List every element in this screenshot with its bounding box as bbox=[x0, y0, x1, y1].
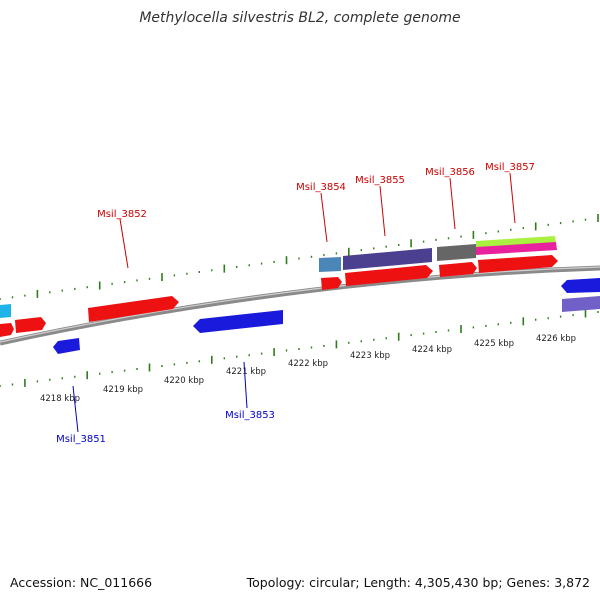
gene-feature-msil3853[interactable] bbox=[193, 310, 283, 333]
gene-label-msil3852[interactable]: Msil_3852 bbox=[97, 209, 147, 220]
gene-feature-msil3856[interactable] bbox=[437, 244, 476, 261]
gene-label-msil3855[interactable]: Msil_3855 bbox=[355, 175, 405, 186]
gene-label-msil3857[interactable]: Msil_3857 bbox=[485, 162, 535, 173]
ruler-label: 4219 kbp bbox=[103, 385, 143, 395]
gene-label-msil3851[interactable]: Msil_3851 bbox=[56, 434, 106, 445]
leader-msil3856 bbox=[449, 177, 456, 230]
gene-feature-red-a[interactable] bbox=[321, 277, 342, 290]
gene-feature-msil3851[interactable] bbox=[53, 338, 80, 354]
gene-label-msil3854[interactable]: Msil_3854 bbox=[296, 182, 346, 193]
leader-msil3851 bbox=[72, 385, 79, 433]
leader-msil3852 bbox=[119, 218, 129, 269]
ruler-label: 4222 kbp bbox=[288, 359, 328, 369]
gene-feature-red-d[interactable] bbox=[478, 255, 558, 273]
ruler-label: 4226 kbp bbox=[536, 334, 576, 344]
leader-msil3853 bbox=[243, 361, 248, 409]
gene-label-msil3856[interactable]: Msil_3856 bbox=[425, 167, 475, 178]
map-title: Methylocella silvestris BL2, complete ge… bbox=[139, 10, 461, 26]
gene-feature-left-red-1[interactable] bbox=[0, 323, 14, 337]
ruler-label: 4218 kbp bbox=[40, 394, 80, 404]
gene-feature-right-blue[interactable] bbox=[561, 278, 600, 293]
ruler-label: 4225 kbp bbox=[474, 339, 514, 349]
ruler-label: 4220 kbp bbox=[164, 376, 204, 386]
ruler-label: 4223 kbp bbox=[350, 351, 390, 361]
leader-msil3855 bbox=[379, 185, 386, 237]
gene-feature-red-c[interactable] bbox=[439, 262, 477, 277]
outer-tick-row bbox=[0, 214, 599, 300]
gene-feature-msil3857-green[interactable] bbox=[476, 236, 556, 248]
accession-text: Accession: NC_011666 bbox=[10, 575, 153, 590]
leader-msil3854 bbox=[320, 192, 328, 243]
leader-msil3857 bbox=[509, 172, 516, 224]
gene-feature-right-purple[interactable] bbox=[562, 296, 600, 312]
gene-label-msil3853[interactable]: Msil_3853 bbox=[225, 410, 275, 421]
gene-feature-steelblue[interactable] bbox=[319, 257, 341, 272]
ruler-label: 4221 kbp bbox=[226, 367, 266, 377]
genome-backbone bbox=[0, 265, 600, 346]
gene-feature-msil3857-magenta[interactable] bbox=[476, 242, 557, 255]
gene-feature-red-b[interactable] bbox=[345, 265, 433, 286]
topology-summary-text: Topology: circular; Length: 4,305,430 bp… bbox=[246, 575, 590, 590]
inner-tick-row bbox=[0, 309, 599, 387]
genome-backbone-highlight bbox=[0, 266, 600, 343]
gene-feature-left-cyan[interactable] bbox=[0, 304, 11, 318]
gene-feature-msil3852[interactable] bbox=[88, 296, 179, 322]
gene-feature-left-red-2[interactable] bbox=[15, 317, 46, 333]
ruler-label: 4224 kbp bbox=[412, 345, 452, 355]
gene-feature-msil3855[interactable] bbox=[343, 248, 432, 270]
